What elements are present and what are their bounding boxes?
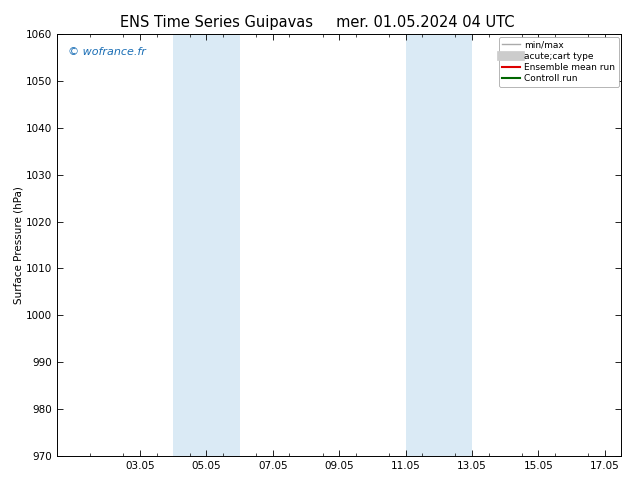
Legend: min/max, acute;cart type, Ensemble mean run, Controll run: min/max, acute;cart type, Ensemble mean … (499, 37, 619, 87)
Bar (406, 34, 472, 456)
Bar (173, 34, 240, 456)
Text: © wofrance.fr: © wofrance.fr (68, 47, 146, 57)
Text: ENS Time Series Guipavas     mer. 01.05.2024 04 UTC: ENS Time Series Guipavas mer. 01.05.2024… (120, 15, 514, 30)
Y-axis label: Surface Pressure (hPa): Surface Pressure (hPa) (13, 186, 23, 304)
